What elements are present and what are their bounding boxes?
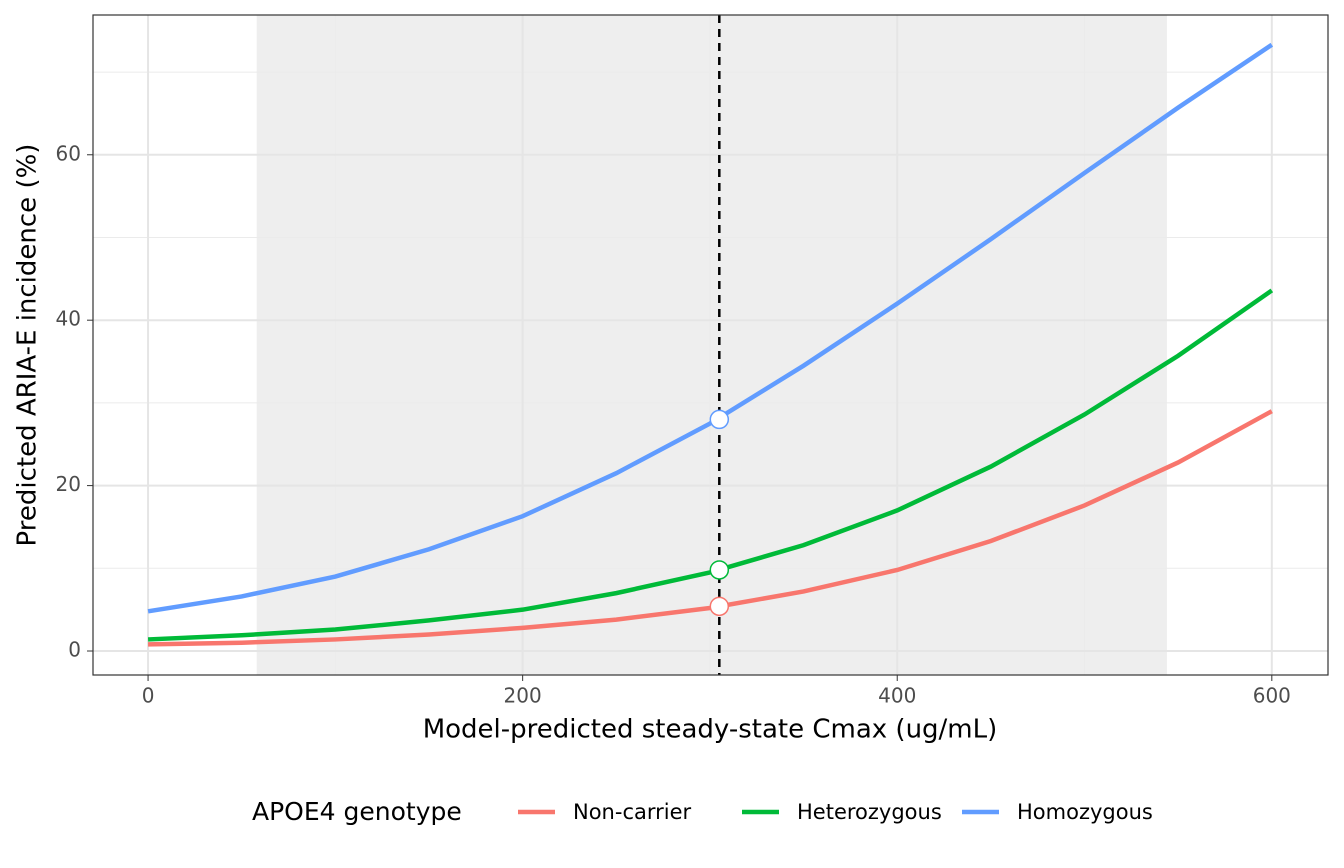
point [709,560,730,580]
x-tick-label: 600 [1253,684,1291,708]
y-axis-title: Predicted ARIA-E incidence (%) [13,144,43,547]
y-tick-label: 0 [68,638,81,662]
legend-label: Homozygous [1017,800,1153,824]
y-tick-label: 20 [56,472,81,496]
x-tick-label: 400 [878,684,916,708]
legend-label: Heterozygous [797,800,942,824]
x-tick-label: 200 [504,684,542,708]
x-axis-title: Model-predicted steady-state Cmax (ug/mL… [423,715,998,745]
panel-border [92,14,1329,676]
line [147,42,1274,614]
point [709,409,730,430]
y-tick-label: 60 [56,141,81,165]
x-tick-label: 0 [142,684,155,708]
legend-title: APOE4 genotype [252,797,462,826]
legend-label: Non-carrier [573,800,692,824]
point [709,596,730,617]
y-tick-label: 40 [56,307,81,331]
